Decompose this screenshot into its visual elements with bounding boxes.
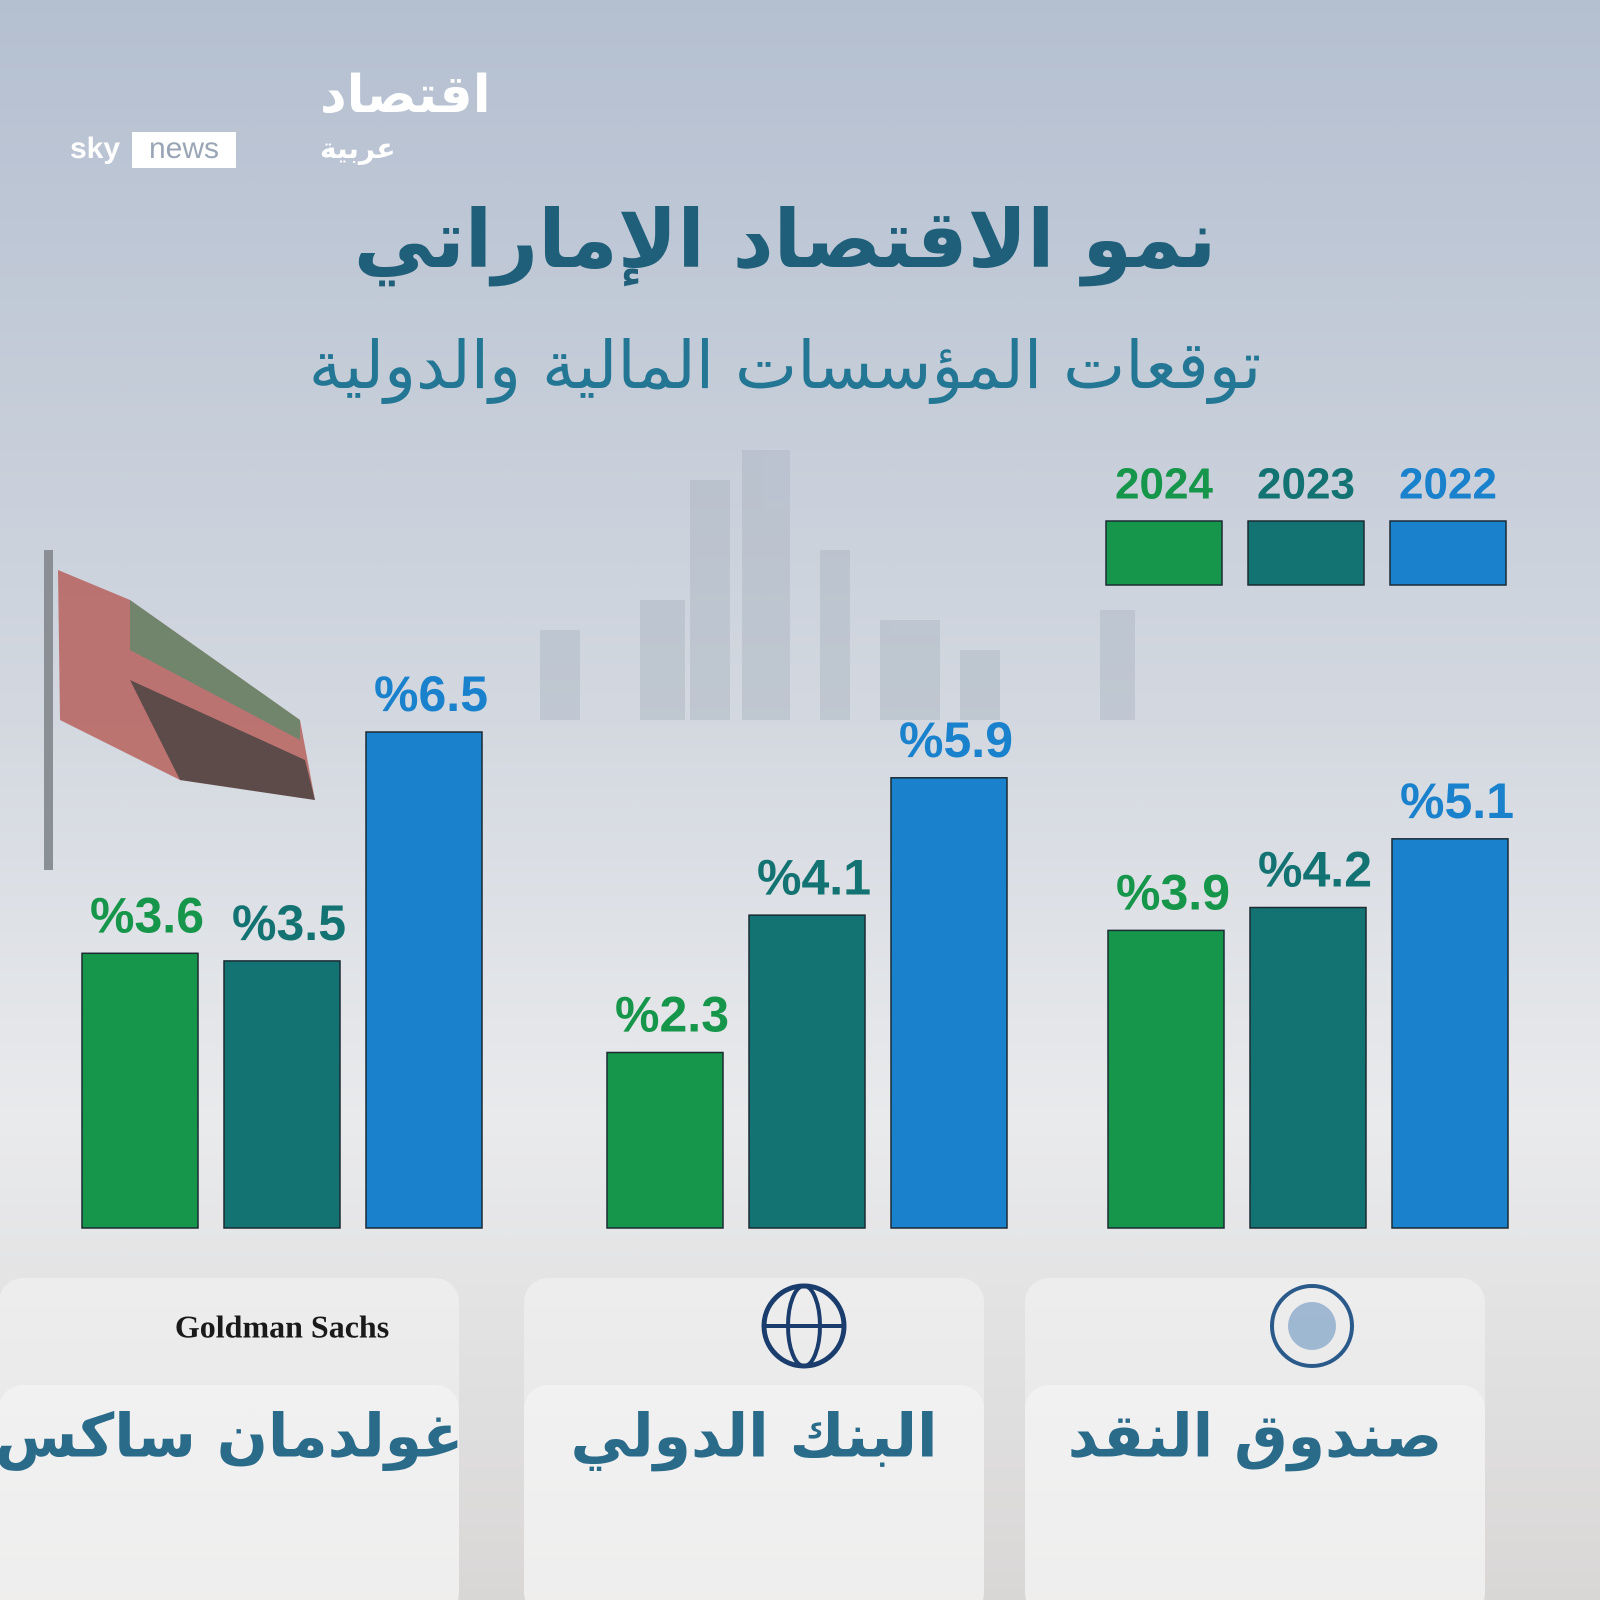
value-label: %2.3 [615,987,729,1043]
bar [81,952,199,1229]
bar [1391,838,1509,1229]
chart-title: نمو الاقتصاد الإماراتي [354,193,1217,287]
bar [1249,906,1367,1229]
value-label: %6.5 [374,666,488,722]
bar [890,777,1008,1229]
category-label: البنك الدولي [570,1402,937,1472]
category-card [524,1278,984,1600]
value-label: %4.2 [1258,842,1372,898]
value-label: %3.6 [90,887,204,943]
logo-box [132,132,236,168]
value-label: %5.9 [899,712,1013,768]
value-label: %5.1 [1400,773,1514,829]
legend-swatch [1247,520,1365,586]
category-card [0,1278,459,1600]
value-label: %3.5 [232,895,346,951]
imf-logo [1270,1284,1354,1368]
bar [606,1051,724,1229]
logo-brand: اقتصاد [320,65,491,125]
category-label-card [1025,1385,1485,1600]
category-label: غولدمان ساكس [0,1402,463,1472]
bar [1107,929,1225,1229]
logo-sky: sky [70,132,120,165]
logo-arabic: عربية [320,132,395,165]
legend-swatch [1105,520,1223,586]
bar [223,960,341,1229]
logo: اقتصاد sky news عربية [70,65,491,168]
goldman-logo: Goldman Sachs [175,1308,389,1344]
imf-logo-inner [1288,1302,1336,1350]
bar [365,731,483,1229]
legend-label: 2022 [1399,460,1497,509]
category-label-card [524,1385,984,1600]
value-label: %3.9 [1116,865,1230,921]
logo-news: news [149,132,219,165]
category-label: صندوق النقد [1068,1402,1442,1472]
chart-subtitle: توقعات المؤسسات المالية والدولية [309,327,1262,404]
bar [748,914,866,1229]
legend-label: 2023 [1257,460,1355,509]
world-bank-logo [761,1283,847,1369]
category-card [1025,1278,1485,1600]
value-label: %4.1 [757,849,871,905]
skyline [540,450,1135,720]
category-label-card [0,1385,459,1600]
legend-label: 2024 [1115,460,1213,509]
legend-swatch [1389,520,1507,586]
flag [44,550,315,870]
